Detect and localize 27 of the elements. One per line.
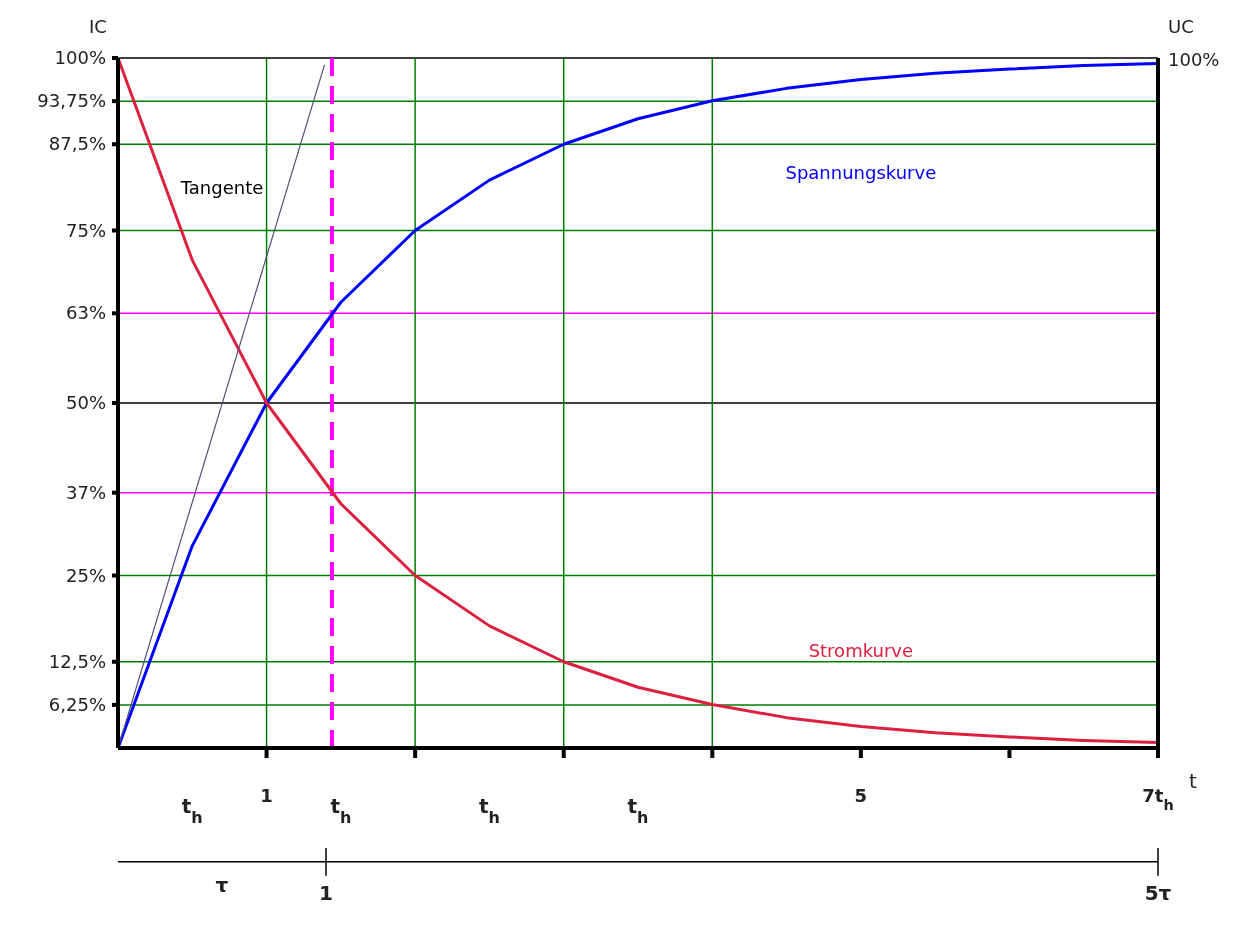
text: t$_{h}$ bbox=[627, 794, 649, 827]
y-tick-label: 6,25% bbox=[48, 693, 106, 715]
x-tick-label: 7t$_{h}$ bbox=[1142, 785, 1174, 813]
text: Stromkurve bbox=[808, 639, 914, 661]
text: t$_{h}$ bbox=[478, 794, 500, 827]
y-axis-title: IC bbox=[89, 16, 107, 37]
x-tick-label: 5 bbox=[854, 785, 868, 806]
y-tick-label: 12,5% bbox=[48, 650, 106, 672]
y2-axis-title: UC bbox=[1168, 16, 1194, 37]
text: 100% bbox=[1168, 49, 1220, 70]
y-tick-label: 50% bbox=[65, 392, 106, 413]
text: t$_{h}$ bbox=[181, 794, 203, 827]
text: τ bbox=[215, 872, 229, 897]
x2-tick-label: 1 bbox=[319, 880, 333, 905]
y-tick-label: 37% bbox=[65, 481, 106, 503]
y-tick-label: 75% bbox=[65, 219, 106, 241]
y-tick-label: 93,75% bbox=[37, 90, 106, 112]
annotation: Tangente bbox=[179, 176, 264, 198]
x-axis-title: t bbox=[1189, 769, 1198, 793]
x2-tick-label: 5τ bbox=[1144, 880, 1172, 905]
y-tick-label: 100% bbox=[54, 47, 106, 68]
y-tick-label: 63% bbox=[65, 302, 106, 324]
y-tick-label: 87,5% bbox=[48, 133, 106, 155]
text: t$_{h}$ bbox=[330, 794, 352, 827]
y-tick-label: 25% bbox=[65, 564, 106, 586]
x-tick-label: 1 bbox=[260, 785, 273, 806]
text: Spannungskurve bbox=[785, 162, 937, 184]
